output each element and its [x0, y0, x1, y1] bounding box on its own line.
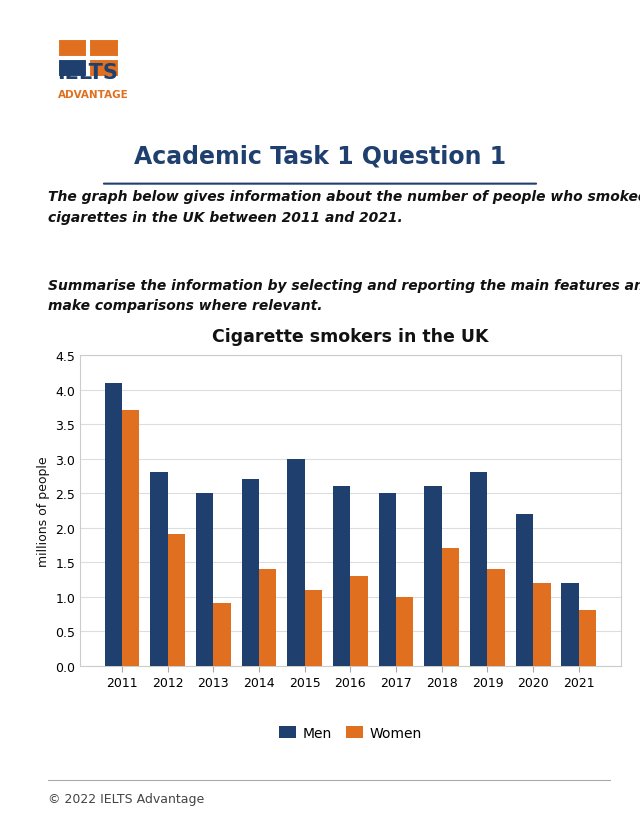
Bar [196, 494, 213, 666]
Bar [396, 597, 413, 666]
FancyBboxPatch shape [90, 40, 119, 58]
Bar [213, 604, 230, 666]
Text: IELTS: IELTS [58, 63, 118, 83]
Bar [242, 480, 259, 666]
FancyBboxPatch shape [58, 40, 87, 58]
Bar [259, 569, 276, 666]
Bar [379, 494, 396, 666]
Bar [333, 486, 350, 666]
Bar [351, 576, 368, 666]
Bar [287, 459, 305, 666]
Bar [470, 473, 488, 666]
Bar [579, 610, 596, 666]
Bar [122, 411, 140, 666]
Text: The graph below gives information about the number of people who smoked
cigarett: The graph below gives information about … [48, 190, 640, 225]
Bar [533, 583, 550, 666]
FancyBboxPatch shape [58, 60, 87, 78]
Title: Cigarette smokers in the UK: Cigarette smokers in the UK [212, 327, 489, 346]
Text: Summarise the information by selecting and reporting the main features and
make : Summarise the information by selecting a… [48, 278, 640, 313]
Text: ADVANTAGE: ADVANTAGE [58, 89, 129, 99]
Bar [424, 486, 442, 666]
Y-axis label: millions of people: millions of people [36, 456, 49, 566]
Text: Academic Task 1 Question 1: Academic Task 1 Question 1 [134, 145, 506, 169]
Bar [516, 514, 533, 666]
Bar [168, 535, 185, 666]
Bar [104, 383, 122, 666]
Legend: Men, Women: Men, Women [273, 720, 428, 746]
Bar [150, 473, 168, 666]
FancyBboxPatch shape [90, 60, 119, 78]
Bar [442, 548, 459, 666]
Bar [488, 569, 505, 666]
Text: © 2022 IELTS Advantage: © 2022 IELTS Advantage [48, 792, 204, 805]
Bar [561, 583, 579, 666]
Bar [305, 590, 322, 666]
